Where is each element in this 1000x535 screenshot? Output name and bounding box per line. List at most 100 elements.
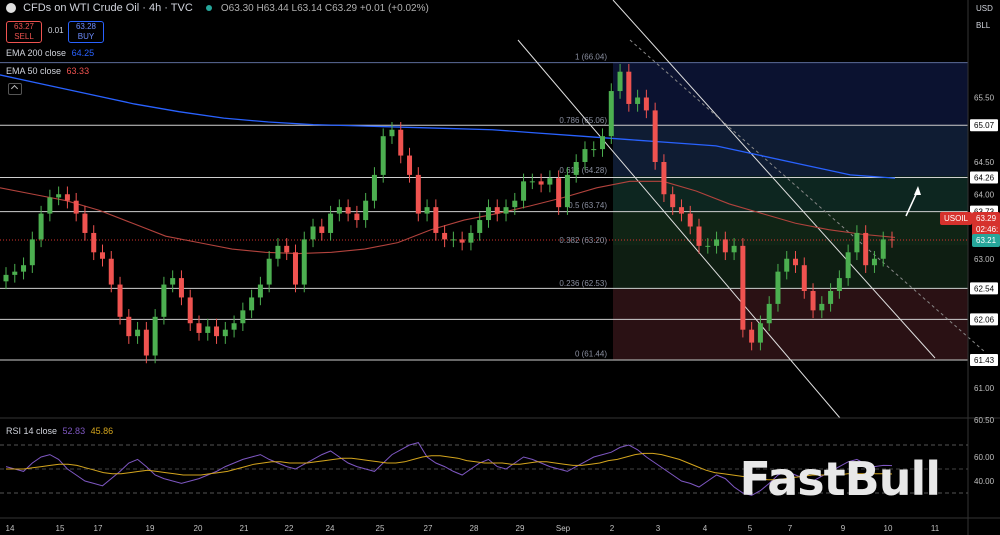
candle[interactable] bbox=[485, 207, 491, 221]
candle[interactable] bbox=[108, 258, 114, 285]
candle[interactable] bbox=[740, 245, 746, 330]
candle[interactable] bbox=[442, 232, 448, 240]
candle[interactable] bbox=[345, 207, 351, 214]
candle[interactable] bbox=[152, 316, 158, 356]
candle[interactable] bbox=[275, 245, 281, 259]
candle[interactable] bbox=[608, 91, 614, 137]
candle[interactable] bbox=[380, 136, 386, 175]
candle[interactable] bbox=[433, 207, 439, 233]
candle[interactable] bbox=[670, 194, 676, 208]
candle[interactable] bbox=[696, 226, 702, 246]
candle[interactable] bbox=[371, 174, 377, 201]
candle[interactable] bbox=[363, 200, 369, 221]
candle[interactable] bbox=[591, 149, 597, 151]
candle[interactable] bbox=[214, 326, 220, 337]
candle[interactable] bbox=[336, 207, 342, 214]
candle[interactable] bbox=[450, 239, 456, 241]
candle[interactable] bbox=[573, 162, 579, 175]
candle[interactable] bbox=[284, 245, 290, 253]
candle[interactable] bbox=[757, 323, 763, 343]
candle[interactable] bbox=[529, 181, 535, 183]
candle[interactable] bbox=[222, 329, 228, 337]
channel-outer-line[interactable] bbox=[517, 39, 841, 419]
candle[interactable] bbox=[257, 284, 263, 298]
chart-title[interactable]: CFDs on WTI Crude Oil · 4h · TVC bbox=[23, 2, 193, 14]
candle[interactable] bbox=[494, 207, 500, 214]
candle[interactable] bbox=[477, 220, 483, 233]
sell-button[interactable]: 63.27 SELL bbox=[6, 21, 42, 43]
candle[interactable] bbox=[749, 329, 755, 343]
candle[interactable] bbox=[880, 239, 886, 259]
candle[interactable] bbox=[187, 297, 193, 324]
candle[interactable] bbox=[126, 316, 132, 337]
ema50-line[interactable] bbox=[0, 180, 896, 255]
candle[interactable] bbox=[82, 213, 88, 233]
candle[interactable] bbox=[722, 239, 728, 253]
candle[interactable] bbox=[538, 181, 544, 185]
candle[interactable] bbox=[801, 265, 807, 291]
candle[interactable] bbox=[503, 207, 509, 214]
candle[interactable] bbox=[468, 232, 474, 243]
candle[interactable] bbox=[328, 213, 334, 233]
candle[interactable] bbox=[889, 239, 895, 241]
candle[interactable] bbox=[556, 178, 562, 208]
candle[interactable] bbox=[205, 326, 211, 333]
candle[interactable] bbox=[178, 278, 184, 298]
candle[interactable] bbox=[775, 271, 781, 304]
candle[interactable] bbox=[854, 232, 860, 253]
rsi-line[interactable] bbox=[5, 442, 893, 496]
candle[interactable] bbox=[196, 323, 202, 333]
candle[interactable] bbox=[21, 265, 27, 272]
candle[interactable] bbox=[459, 239, 465, 243]
channel-upper-line[interactable] bbox=[612, 0, 936, 359]
candle[interactable] bbox=[170, 278, 176, 285]
candle[interactable] bbox=[643, 97, 649, 111]
candle[interactable] bbox=[810, 291, 816, 311]
candle[interactable] bbox=[56, 194, 62, 198]
candle[interactable] bbox=[828, 291, 834, 304]
ema200-line[interactable] bbox=[0, 74, 896, 179]
candle[interactable] bbox=[714, 239, 720, 246]
candle[interactable] bbox=[687, 213, 693, 227]
candle[interactable] bbox=[521, 181, 527, 201]
candle[interactable] bbox=[64, 194, 70, 201]
candle[interactable] bbox=[836, 278, 842, 291]
candle[interactable] bbox=[161, 284, 167, 317]
candle[interactable] bbox=[564, 174, 570, 208]
candle[interactable] bbox=[91, 232, 97, 253]
candle[interactable] bbox=[661, 162, 667, 195]
candle[interactable] bbox=[582, 149, 588, 162]
buy-button[interactable]: 63.28 BUY bbox=[68, 21, 104, 43]
ema50-legend[interactable]: EMA 50 close 63.33 bbox=[6, 66, 89, 76]
candle[interactable] bbox=[678, 207, 684, 214]
candle[interactable] bbox=[143, 329, 149, 356]
candle[interactable] bbox=[705, 245, 711, 247]
candle[interactable] bbox=[635, 97, 641, 104]
candle[interactable] bbox=[12, 271, 18, 275]
candle[interactable] bbox=[512, 200, 518, 208]
candle[interactable] bbox=[652, 110, 658, 162]
candle[interactable] bbox=[845, 252, 851, 279]
candle[interactable] bbox=[47, 197, 53, 214]
candle[interactable] bbox=[319, 226, 325, 233]
candle[interactable] bbox=[310, 226, 316, 240]
candle[interactable] bbox=[415, 174, 421, 214]
candle[interactable] bbox=[731, 245, 737, 253]
candle[interactable] bbox=[3, 274, 9, 282]
candle[interactable] bbox=[240, 310, 246, 324]
candle[interactable] bbox=[266, 258, 272, 285]
candle[interactable] bbox=[871, 258, 877, 266]
candle[interactable] bbox=[354, 213, 360, 221]
candle[interactable] bbox=[135, 329, 141, 337]
candle[interactable] bbox=[249, 297, 255, 311]
candle[interactable] bbox=[863, 232, 869, 266]
candle[interactable] bbox=[626, 71, 632, 104]
candle[interactable] bbox=[38, 213, 44, 240]
candle[interactable] bbox=[117, 284, 123, 317]
candle[interactable] bbox=[424, 207, 430, 214]
candle[interactable] bbox=[292, 252, 298, 285]
candle[interactable] bbox=[73, 200, 79, 214]
candle[interactable] bbox=[389, 129, 395, 137]
rsi-ma-line[interactable] bbox=[6, 452, 893, 481]
